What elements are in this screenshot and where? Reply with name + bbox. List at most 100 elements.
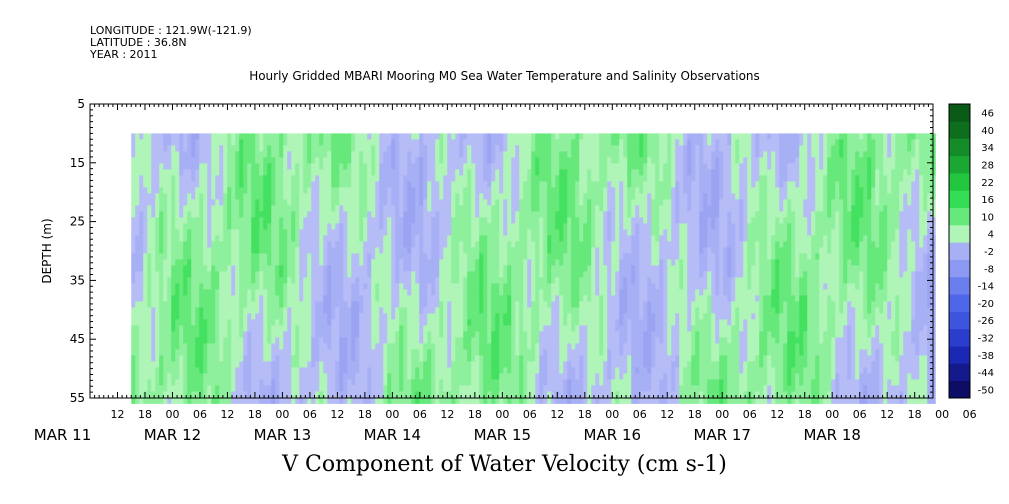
heatmap-cell bbox=[251, 355, 256, 362]
heatmap-cell bbox=[143, 379, 148, 386]
heatmap-cell bbox=[459, 319, 464, 326]
heatmap-cell bbox=[259, 217, 264, 224]
heatmap-cell bbox=[223, 151, 228, 158]
heatmap-cell bbox=[255, 205, 260, 212]
heatmap-cell bbox=[455, 241, 460, 248]
heatmap-cell bbox=[199, 205, 204, 212]
heatmap-cell bbox=[471, 295, 476, 302]
heatmap-cell bbox=[327, 337, 332, 344]
heatmap-cell bbox=[467, 229, 472, 236]
heatmap-cell bbox=[323, 361, 328, 368]
heatmap-cell bbox=[335, 187, 340, 194]
heatmap-cell bbox=[431, 151, 436, 158]
heatmap-cell bbox=[551, 373, 556, 380]
heatmap-cell bbox=[363, 163, 368, 170]
heatmap-cell bbox=[147, 277, 152, 284]
heatmap-cell bbox=[395, 313, 400, 320]
heatmap-cell bbox=[435, 247, 440, 254]
heatmap-cell bbox=[519, 385, 524, 392]
heatmap-cell bbox=[211, 337, 216, 344]
heatmap-cell bbox=[511, 211, 516, 218]
heatmap-cell bbox=[471, 325, 476, 332]
heatmap-cell bbox=[527, 379, 532, 386]
heatmap-cell bbox=[419, 307, 424, 314]
heatmap-cell bbox=[183, 247, 188, 254]
heatmap-cell bbox=[451, 331, 456, 338]
heatmap-cell bbox=[347, 175, 352, 182]
heatmap-cell bbox=[531, 247, 536, 254]
heatmap-cell bbox=[511, 379, 516, 386]
heatmap-cell bbox=[183, 241, 188, 248]
heatmap-cell bbox=[571, 301, 576, 308]
heatmap-cell bbox=[467, 265, 472, 272]
heatmap-cell bbox=[355, 331, 360, 338]
heatmap-cell bbox=[483, 211, 488, 218]
heatmap-cell bbox=[307, 343, 312, 350]
heatmap-cell bbox=[539, 169, 544, 176]
heatmap-cell bbox=[315, 319, 320, 326]
heatmap-cell bbox=[491, 157, 496, 164]
heatmap-cell bbox=[319, 283, 324, 290]
heatmap-cell bbox=[451, 295, 456, 302]
heatmap-cell bbox=[383, 319, 388, 326]
heatmap-cell bbox=[503, 283, 508, 290]
heatmap-cell bbox=[451, 247, 456, 254]
heatmap-cell bbox=[151, 199, 156, 206]
heatmap-cell bbox=[387, 325, 392, 332]
heatmap-cell bbox=[359, 205, 364, 212]
heatmap-cell bbox=[375, 229, 380, 236]
heatmap-cell bbox=[131, 139, 136, 146]
heatmap-cell bbox=[447, 193, 452, 200]
heatmap-cell bbox=[495, 373, 500, 380]
heatmap-cell bbox=[187, 337, 192, 344]
heatmap-cell bbox=[235, 271, 240, 278]
heatmap-cell bbox=[491, 355, 496, 362]
heatmap-cell bbox=[423, 379, 428, 386]
heatmap-cell bbox=[371, 379, 376, 386]
heatmap-cell bbox=[567, 265, 572, 272]
heatmap-cell bbox=[475, 247, 480, 254]
heatmap-cell bbox=[375, 355, 380, 362]
heatmap-cell bbox=[371, 133, 376, 140]
heatmap-cell bbox=[499, 277, 504, 284]
heatmap-cell bbox=[175, 319, 180, 326]
heatmap-cell bbox=[379, 181, 384, 188]
heatmap-cell bbox=[327, 247, 332, 254]
heatmap-cell bbox=[235, 193, 240, 200]
heatmap-cell bbox=[519, 301, 524, 308]
heatmap-cell bbox=[559, 181, 564, 188]
heatmap-cell bbox=[359, 193, 364, 200]
heatmap-cell bbox=[391, 241, 396, 248]
heatmap-cell bbox=[551, 301, 556, 308]
heatmap-cell bbox=[299, 373, 304, 380]
heatmap-cell bbox=[479, 277, 484, 284]
heatmap-cell bbox=[535, 313, 540, 320]
heatmap-cell bbox=[399, 343, 404, 350]
heatmap-cell bbox=[539, 319, 544, 326]
heatmap-cell bbox=[547, 385, 552, 392]
heatmap-cell bbox=[371, 349, 376, 356]
heatmap-cell bbox=[503, 337, 508, 344]
heatmap-cell bbox=[283, 319, 288, 326]
heatmap-cell bbox=[387, 301, 392, 308]
heatmap-cell bbox=[155, 205, 160, 212]
heatmap-cell bbox=[383, 145, 388, 152]
heatmap-cell bbox=[155, 313, 160, 320]
heatmap-cell bbox=[191, 295, 196, 302]
heatmap-cell bbox=[415, 241, 420, 248]
heatmap-cell bbox=[275, 265, 280, 272]
heatmap-cell bbox=[155, 367, 160, 374]
heatmap-cell bbox=[523, 373, 528, 380]
heatmap-cell bbox=[443, 343, 448, 350]
heatmap-cell bbox=[535, 235, 540, 242]
heatmap-cell bbox=[471, 217, 476, 224]
heatmap-cell bbox=[319, 355, 324, 362]
heatmap-cell bbox=[227, 397, 232, 404]
heatmap-cell bbox=[203, 253, 208, 260]
heatmap-cell bbox=[431, 307, 436, 314]
heatmap-cell bbox=[319, 253, 324, 260]
heatmap-cell bbox=[299, 331, 304, 338]
heatmap-cell bbox=[331, 385, 336, 392]
heatmap-cell bbox=[447, 283, 452, 290]
heatmap-cell bbox=[159, 175, 164, 182]
